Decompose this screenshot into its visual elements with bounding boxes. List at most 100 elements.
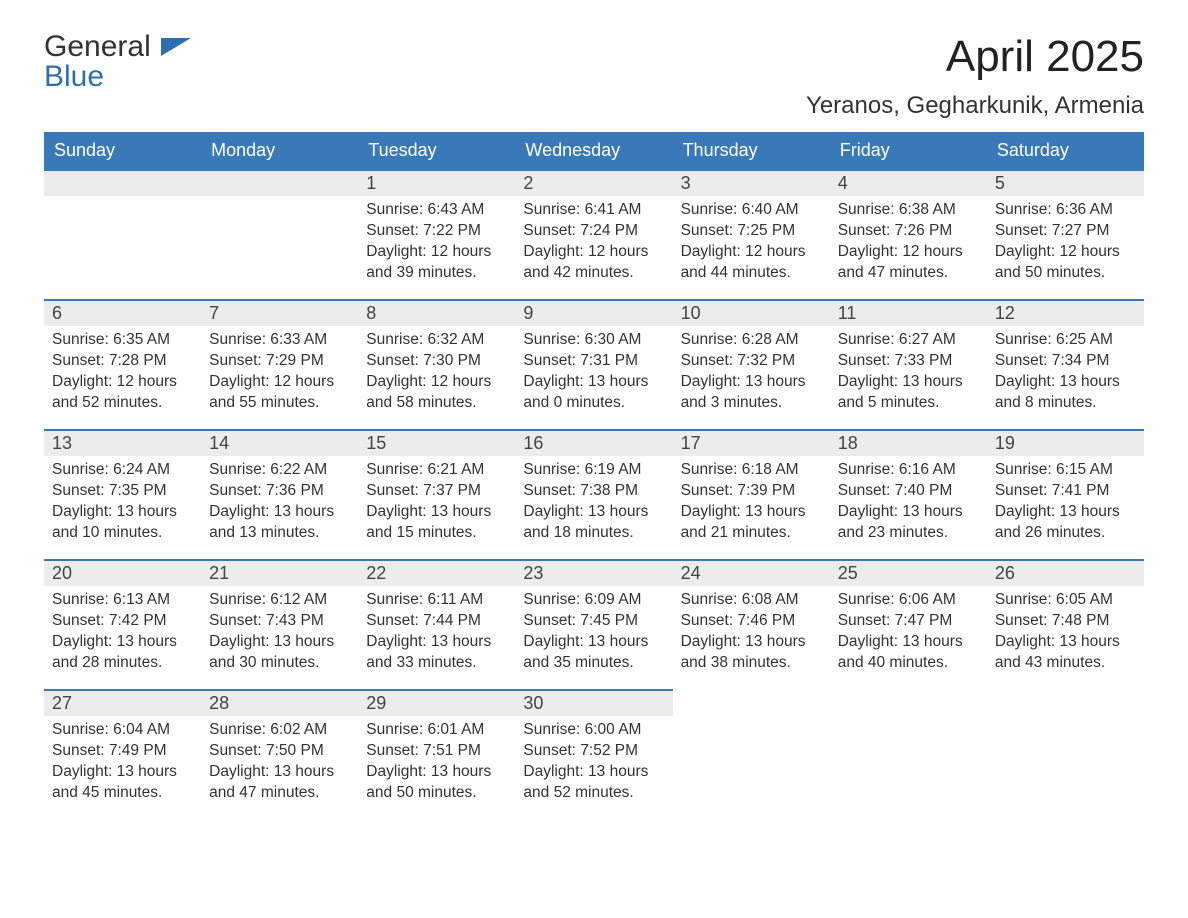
daylight-line: Daylight: 13 hours and 30 minutes.: [209, 632, 350, 674]
sunset-line: Sunset: 7:24 PM: [523, 221, 664, 242]
calendar-day-cell: 3Sunrise: 6:40 AMSunset: 7:25 PMDaylight…: [673, 169, 830, 299]
daylight-line: Daylight: 13 hours and 23 minutes.: [838, 502, 979, 544]
sunset-line: Sunset: 7:26 PM: [838, 221, 979, 242]
calendar-day-cell: 14Sunrise: 6:22 AMSunset: 7:36 PMDayligh…: [201, 429, 358, 559]
calendar-week-row: 27Sunrise: 6:04 AMSunset: 7:49 PMDayligh…: [44, 689, 1144, 819]
calendar-day-cell: [201, 169, 358, 299]
calendar-day-cell: 15Sunrise: 6:21 AMSunset: 7:37 PMDayligh…: [358, 429, 515, 559]
calendar-day-cell: 19Sunrise: 6:15 AMSunset: 7:41 PMDayligh…: [987, 429, 1144, 559]
day-number: 27: [44, 689, 201, 716]
day-number: 26: [987, 559, 1144, 586]
day-content: Sunrise: 6:18 AMSunset: 7:39 PMDaylight:…: [673, 456, 830, 552]
day-content: [201, 196, 358, 208]
weekday-header: Friday: [830, 132, 987, 169]
calendar-day-cell: [44, 169, 201, 299]
sunset-line: Sunset: 7:28 PM: [52, 351, 193, 372]
sunset-line: Sunset: 7:22 PM: [366, 221, 507, 242]
day-content: Sunrise: 6:12 AMSunset: 7:43 PMDaylight:…: [201, 586, 358, 682]
calendar-day-cell: 4Sunrise: 6:38 AMSunset: 7:26 PMDaylight…: [830, 169, 987, 299]
day-number: 2: [515, 169, 672, 196]
day-number: 20: [44, 559, 201, 586]
sunset-line: Sunset: 7:49 PM: [52, 741, 193, 762]
sunrise-line: Sunrise: 6:00 AM: [523, 720, 664, 741]
sunset-line: Sunset: 7:39 PM: [681, 481, 822, 502]
sunset-line: Sunset: 7:48 PM: [995, 611, 1136, 632]
day-content: Sunrise: 6:28 AMSunset: 7:32 PMDaylight:…: [673, 326, 830, 422]
calendar-week-row: 20Sunrise: 6:13 AMSunset: 7:42 PMDayligh…: [44, 559, 1144, 689]
sunset-line: Sunset: 7:44 PM: [366, 611, 507, 632]
day-content: Sunrise: 6:08 AMSunset: 7:46 PMDaylight:…: [673, 586, 830, 682]
day-number: [44, 169, 201, 196]
sunset-line: Sunset: 7:42 PM: [52, 611, 193, 632]
logo-line2: Blue: [44, 60, 104, 93]
day-content: Sunrise: 6:33 AMSunset: 7:29 PMDaylight:…: [201, 326, 358, 422]
calendar-day-cell: 21Sunrise: 6:12 AMSunset: 7:43 PMDayligh…: [201, 559, 358, 689]
daylight-line: Daylight: 13 hours and 3 minutes.: [681, 372, 822, 414]
sunrise-line: Sunrise: 6:02 AM: [209, 720, 350, 741]
daylight-line: Daylight: 13 hours and 26 minutes.: [995, 502, 1136, 544]
calendar-day-cell: 22Sunrise: 6:11 AMSunset: 7:44 PMDayligh…: [358, 559, 515, 689]
calendar-day-cell: 1Sunrise: 6:43 AMSunset: 7:22 PMDaylight…: [358, 169, 515, 299]
day-content: [987, 714, 1144, 726]
day-content: [830, 714, 987, 726]
day-content: [44, 196, 201, 208]
calendar-week-row: 6 Sunrise: 6:35 AMSunset: 7:28 PM Daylight…: [44, 299, 1144, 429]
sunrise-line: Sunrise: 6:41 AM: [523, 200, 664, 221]
calendar-day-cell: 8Sunrise: 6:32 AMSunset: 7:30 PMDaylight…: [358, 299, 515, 429]
sunset-line: Sunset: 7:45 PM: [523, 611, 664, 632]
daylight-line: Daylight: 13 hours and 18 minutes.: [523, 502, 664, 544]
day-number: 8: [358, 299, 515, 326]
calendar-day-cell: 30Sunrise: 6:00 AMSunset: 7:52 PMDayligh…: [515, 689, 672, 819]
calendar-week-row: 13Sunrise: 6:24 AMSunset: 7:35 PMDayligh…: [44, 429, 1144, 559]
daylight-line: Daylight: 13 hours and 8 minutes.: [995, 372, 1136, 414]
calendar-day-cell: 25Sunrise: 6:06 AMSunset: 7:47 PMDayligh…: [830, 559, 987, 689]
month-title: April 2025: [806, 32, 1144, 82]
sunset-line: Sunset: 7:35 PM: [52, 481, 193, 502]
day-number: 12: [987, 299, 1144, 326]
day-content: Sunrise: 6:21 AMSunset: 7:37 PMDaylight:…: [358, 456, 515, 552]
sunset-line: Sunset: 7:29 PM: [209, 351, 350, 372]
day-content: Sunrise: 6:15 AMSunset: 7:41 PMDaylight:…: [987, 456, 1144, 552]
sunrise-line: Sunrise: 6:09 AM: [523, 590, 664, 611]
daylight-line: Daylight: 13 hours and 28 minutes.: [52, 632, 193, 674]
daylight-line: Daylight: 13 hours and 35 minutes.: [523, 632, 664, 674]
day-content: Sunrise: 6:04 AMSunset: 7:49 PMDaylight:…: [44, 716, 201, 812]
weekday-header: Saturday: [987, 132, 1144, 169]
day-number: [987, 689, 1144, 714]
calendar-day-cell: 10Sunrise: 6:28 AMSunset: 7:32 PMDayligh…: [673, 299, 830, 429]
logo: General Blue: [44, 32, 191, 92]
day-content: Sunrise: 6:02 AMSunset: 7:50 PMDaylight:…: [201, 716, 358, 812]
day-content: Sunrise: 6:01 AMSunset: 7:51 PMDaylight:…: [358, 716, 515, 812]
sunrise-line: Sunrise: 6:43 AM: [366, 200, 507, 221]
sunset-line: Sunset: 7:38 PM: [523, 481, 664, 502]
sunset-line: Sunset: 7:46 PM: [681, 611, 822, 632]
sunrise-line: Sunrise: 6:13 AM: [52, 590, 193, 611]
daylight-line: Daylight: 13 hours and 33 minutes.: [366, 632, 507, 674]
calendar-day-cell: 18Sunrise: 6:16 AMSunset: 7:40 PMDayligh…: [830, 429, 987, 559]
day-number: 25: [830, 559, 987, 586]
day-number: 30: [515, 689, 672, 716]
day-content: Sunrise: 6:09 AMSunset: 7:45 PMDaylight:…: [515, 586, 672, 682]
calendar-day-cell: 20 Sunrise: 6:13 AMSunset: 7:42 PMDayligh…: [44, 559, 201, 689]
day-content: [673, 714, 830, 726]
calendar-day-cell: 9Sunrise: 6:30 AMSunset: 7:31 PMDaylight…: [515, 299, 672, 429]
daylight-line: Daylight: 13 hours and 38 minutes.: [681, 632, 822, 674]
sunrise-line: Sunrise: 6:35 AM: [52, 330, 193, 351]
sunrise-line: Sunrise: 6:04 AM: [52, 720, 193, 741]
daylight-line: Daylight: 13 hours and 0 minutes.: [523, 372, 664, 414]
daylight-line: Daylight: 13 hours and 43 minutes.: [995, 632, 1136, 674]
sunset-line: Sunset: 7:34 PM: [995, 351, 1136, 372]
calendar-day-cell: 5Sunrise: 6:36 AMSunset: 7:27 PMDaylight…: [987, 169, 1144, 299]
day-number: 14: [201, 429, 358, 456]
weekday-header: Tuesday: [358, 132, 515, 169]
day-content: Sunrise: 6:36 AMSunset: 7:27 PMDaylight:…: [987, 196, 1144, 292]
sunset-line: Sunset: 7:37 PM: [366, 481, 507, 502]
sunset-line: Sunset: 7:43 PM: [209, 611, 350, 632]
day-number: 6: [44, 299, 201, 326]
day-content: Sunrise: 6:41 AMSunset: 7:24 PMDaylight:…: [515, 196, 672, 292]
sunrise-line: Sunrise: 6:22 AM: [209, 460, 350, 481]
calendar-day-cell: 24Sunrise: 6:08 AMSunset: 7:46 PMDayligh…: [673, 559, 830, 689]
day-number: 10: [673, 299, 830, 326]
daylight-line: Daylight: 13 hours and 15 minutes.: [366, 502, 507, 544]
sunset-line: Sunset: 7:32 PM: [681, 351, 822, 372]
